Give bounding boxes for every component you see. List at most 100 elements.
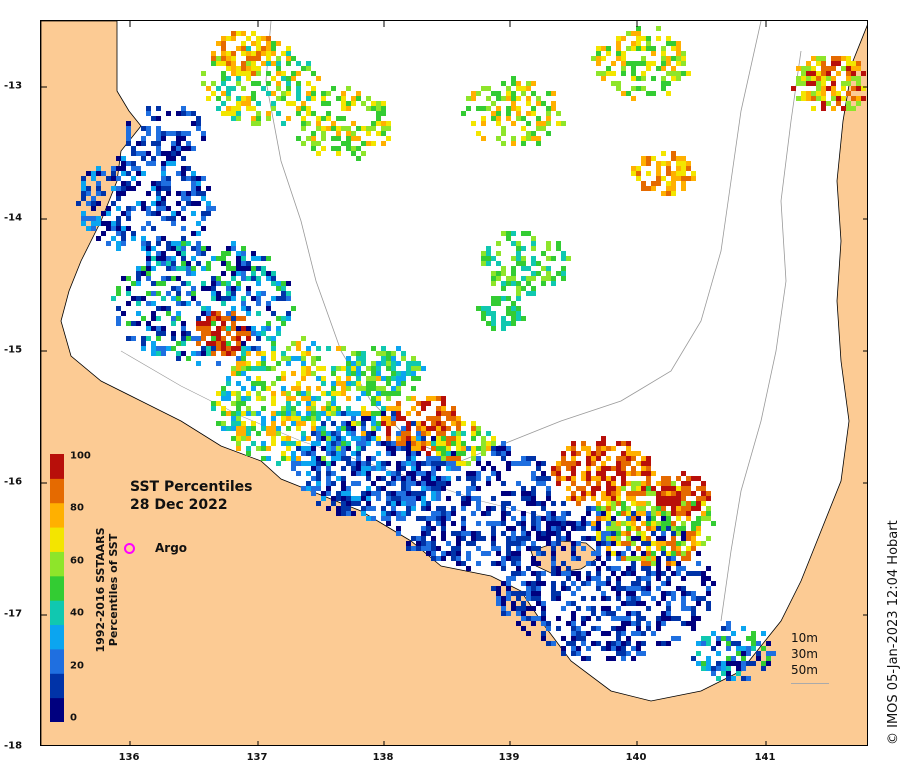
sst-pixel [811, 91, 816, 96]
sst-pixel [661, 486, 666, 491]
sst-pixel [676, 561, 681, 566]
sst-pixel [621, 91, 626, 96]
sst-pixel [491, 446, 496, 451]
sst-pixel [131, 321, 136, 326]
sst-pixel [161, 351, 166, 356]
sst-pixel [461, 431, 466, 436]
sst-pixel [556, 271, 561, 276]
sst-pixel [321, 426, 326, 431]
sst-pixel [396, 416, 401, 421]
sst-pixel [296, 426, 301, 431]
sst-pixel [156, 241, 161, 246]
sst-pixel [501, 316, 506, 321]
sst-pixel [601, 476, 606, 481]
sst-pixel [266, 366, 271, 371]
sst-pixel [336, 411, 341, 416]
sst-pixel [166, 346, 171, 351]
sst-pixel [246, 446, 251, 451]
sst-pixel [391, 491, 396, 496]
sst-pixel [361, 506, 366, 511]
sst-pixel [706, 566, 711, 571]
sst-pixel [346, 146, 351, 151]
sst-pixel [606, 596, 611, 601]
sst-pixel [401, 491, 406, 496]
sst-pixel [126, 141, 131, 146]
sst-pixel [301, 356, 306, 361]
sst-pixel [416, 471, 421, 476]
sst-pixel [381, 126, 386, 131]
sst-pixel [701, 496, 706, 501]
sst-pixel [586, 511, 591, 516]
sst-pixel [686, 516, 691, 521]
sst-pixel [661, 491, 666, 496]
sst-pixel [161, 206, 166, 211]
sst-pixel [226, 61, 231, 66]
sst-pixel [506, 501, 511, 506]
sst-pixel [631, 96, 636, 101]
sst-pixel [186, 271, 191, 276]
sst-pixel [211, 56, 216, 61]
sst-pixel [426, 521, 431, 526]
sst-pixel [646, 486, 651, 491]
sst-pixel [306, 351, 311, 356]
sst-pixel [236, 46, 241, 51]
sst-pixel [646, 536, 651, 541]
sst-pixel [861, 71, 866, 76]
sst-pixel [586, 581, 591, 586]
sst-pixel [566, 461, 571, 466]
sst-pixel [186, 331, 191, 336]
sst-pixel [521, 606, 526, 611]
sst-pixel [221, 321, 226, 326]
sst-pixel [296, 86, 301, 91]
sst-pixel [326, 126, 331, 131]
sst-pixel [231, 316, 236, 321]
sst-pixel [511, 276, 516, 281]
sst-pixel [481, 306, 486, 311]
sst-pixel [231, 401, 236, 406]
sst-pixel [381, 516, 386, 521]
sst-pixel [231, 66, 236, 71]
sst-pixel [476, 306, 481, 311]
sst-pixel [821, 81, 826, 86]
sst-pixel [231, 286, 236, 291]
sst-pixel [621, 511, 626, 516]
sst-pixel [441, 511, 446, 516]
sst-pixel [251, 61, 256, 66]
sst-pixel [541, 621, 546, 626]
sst-pixel [556, 241, 561, 246]
sst-pixel [701, 596, 706, 601]
sst-pixel [456, 531, 461, 536]
sst-pixel [256, 351, 261, 356]
sst-pixel [311, 446, 316, 451]
sst-pixel [266, 116, 271, 121]
sst-pixel [656, 511, 661, 516]
sst-pixel [281, 76, 286, 81]
sst-pixel [306, 346, 311, 351]
sst-pixel [601, 516, 606, 521]
sst-pixel [636, 46, 641, 51]
sst-pixel [401, 516, 406, 521]
sst-pixel [441, 516, 446, 521]
sst-pixel [856, 76, 861, 81]
sst-pixel [661, 476, 666, 481]
sst-pixel [676, 166, 681, 171]
sst-pixel [546, 246, 551, 251]
sst-pixel [226, 426, 231, 431]
sst-pixel [756, 656, 761, 661]
map-panel[interactable] [40, 20, 868, 746]
sst-pixel [521, 516, 526, 521]
sst-pixel [381, 511, 386, 516]
sst-pixel [496, 136, 501, 141]
sst-pixel [731, 656, 736, 661]
sst-pixel [296, 456, 301, 461]
sst-pixel [396, 531, 401, 536]
sst-pixel [351, 151, 356, 156]
sst-pixel [716, 661, 721, 666]
sst-pixel [226, 51, 231, 56]
sst-pixel [546, 511, 551, 516]
sst-pixel [631, 86, 636, 91]
sst-pixel [161, 196, 166, 201]
sst-pixel [251, 296, 256, 301]
sst-pixel [656, 506, 661, 511]
sst-pixel [301, 351, 306, 356]
